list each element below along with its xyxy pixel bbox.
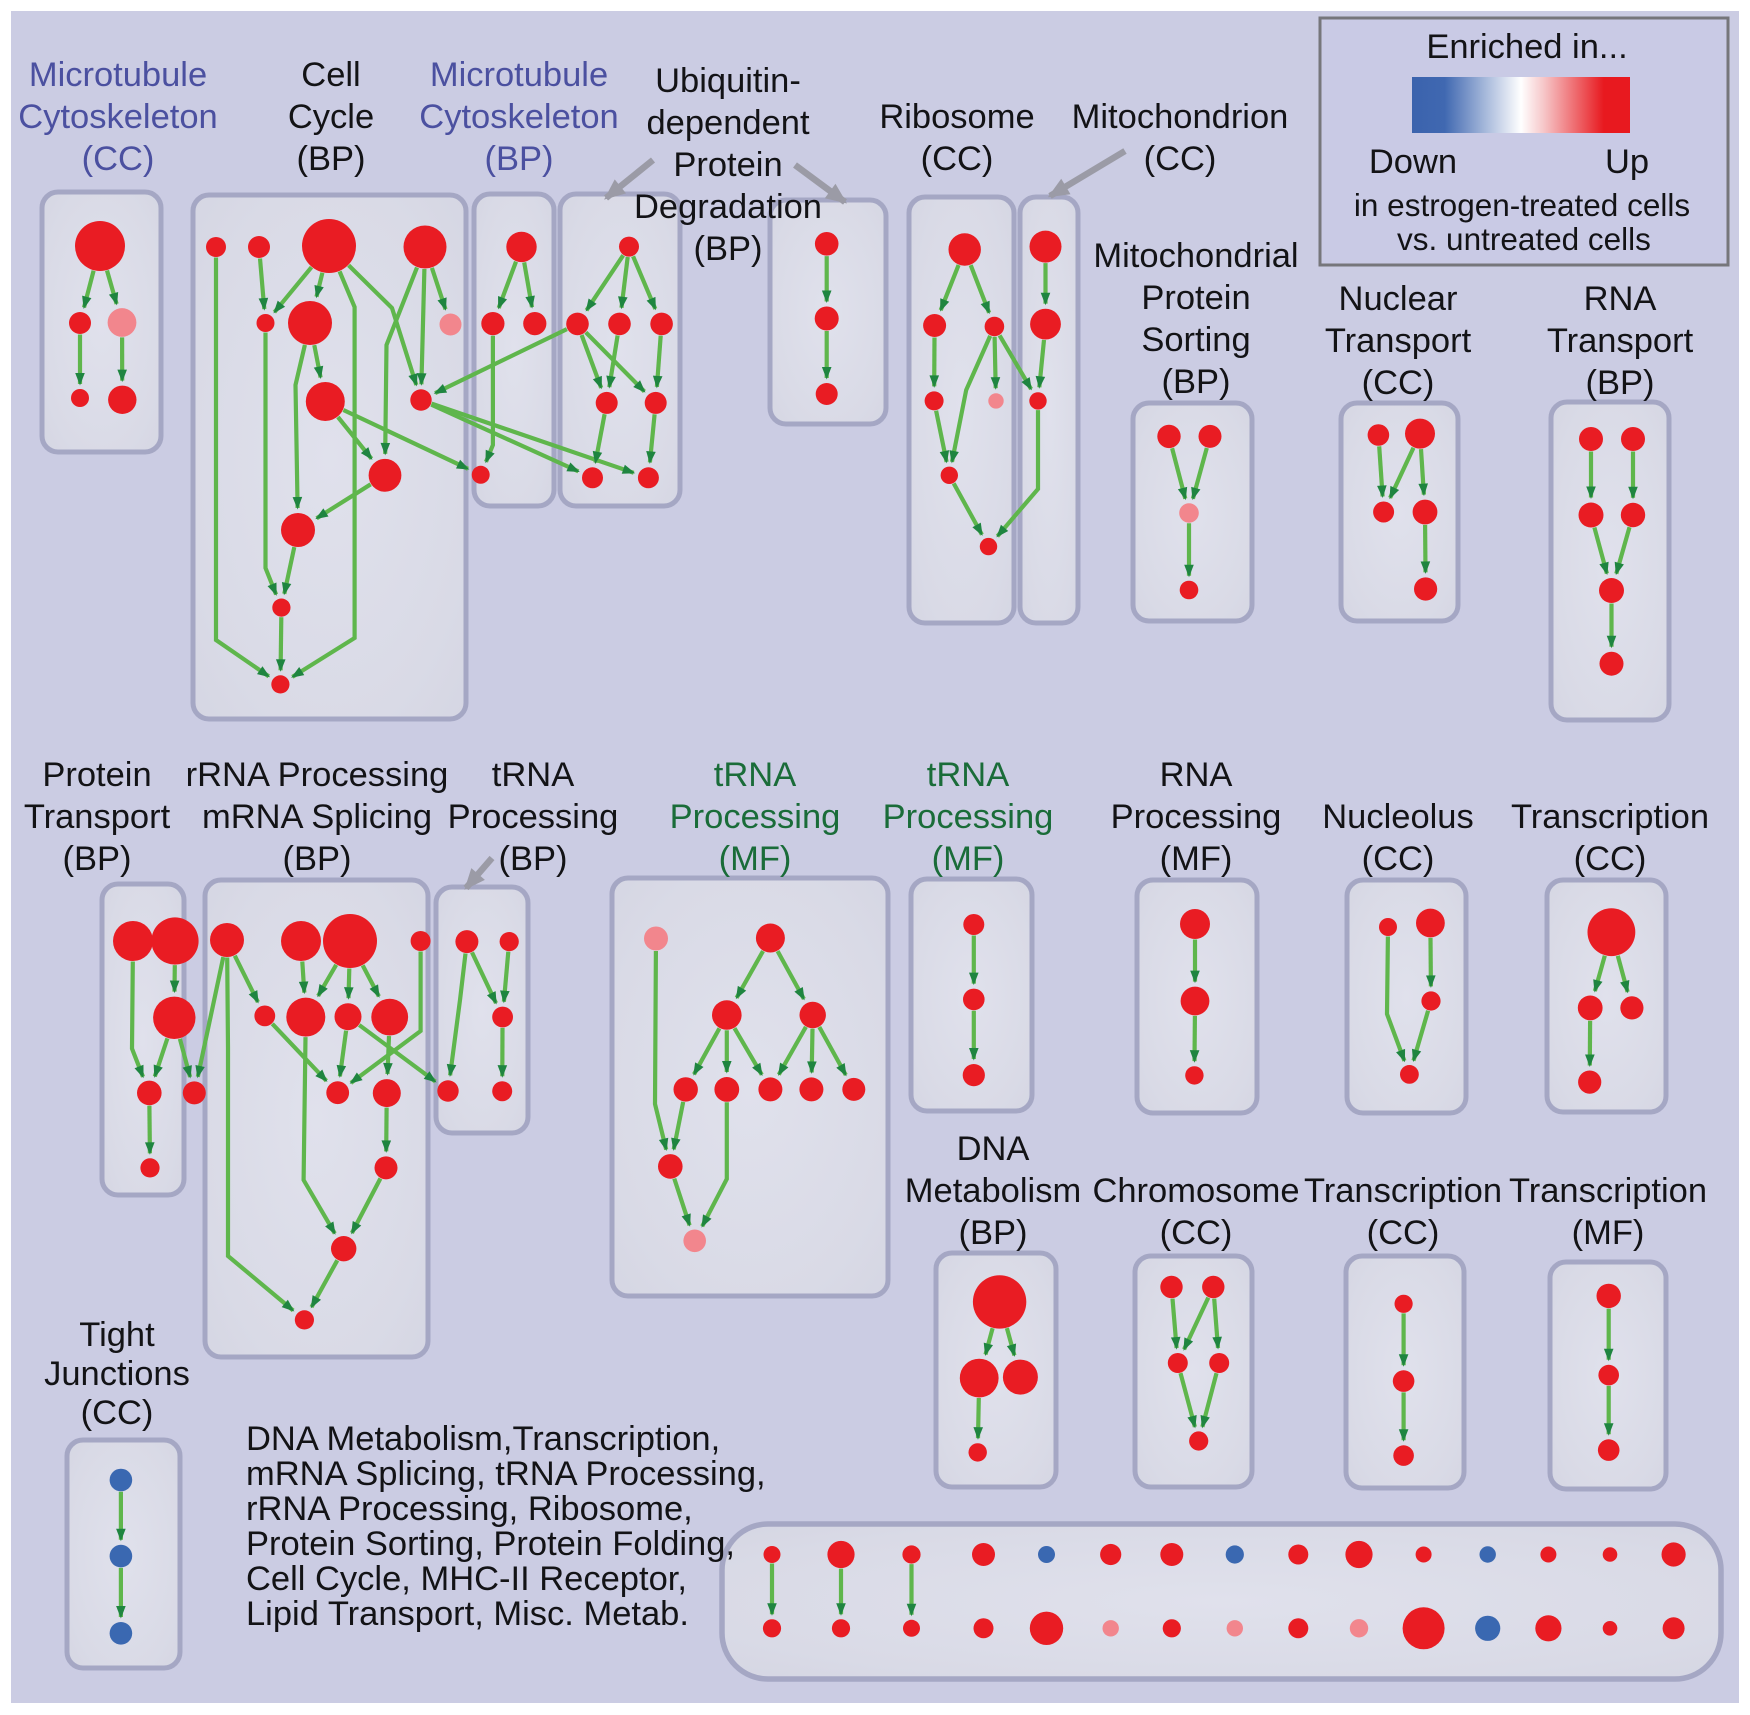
svg-text:dependent: dependent bbox=[646, 104, 809, 142]
svg-text:vs. untreated cells: vs. untreated cells bbox=[1397, 221, 1651, 257]
svg-text:(MF): (MF) bbox=[1160, 840, 1233, 878]
svg-text:tRNA: tRNA bbox=[714, 756, 796, 794]
svg-text:Cell Cycle, MHC-II Receptor,: Cell Cycle, MHC-II Receptor, bbox=[246, 1560, 687, 1598]
svg-text:Down: Down bbox=[1369, 143, 1457, 181]
svg-text:Nuclear: Nuclear bbox=[1339, 280, 1458, 318]
svg-text:Nucleolus: Nucleolus bbox=[1322, 798, 1474, 836]
svg-text:in estrogen-treated cells: in estrogen-treated cells bbox=[1354, 187, 1690, 223]
svg-text:Microtubule: Microtubule bbox=[430, 56, 608, 94]
svg-text:(MF): (MF) bbox=[1572, 1214, 1645, 1252]
svg-text:Lipid Transport, Misc. Metab.: Lipid Transport, Misc. Metab. bbox=[246, 1595, 689, 1633]
svg-text:Tight: Tight bbox=[79, 1316, 155, 1354]
svg-text:Cytoskeleton: Cytoskeleton bbox=[419, 98, 618, 136]
svg-text:Processing: Processing bbox=[1111, 798, 1282, 836]
svg-text:DNA Metabolism,Transcription,: DNA Metabolism,Transcription, bbox=[246, 1420, 720, 1458]
svg-text:(CC): (CC) bbox=[81, 1394, 154, 1432]
svg-text:(CC): (CC) bbox=[1160, 1214, 1233, 1252]
svg-text:(BP): (BP) bbox=[63, 840, 132, 878]
svg-text:Chromosome: Chromosome bbox=[1092, 1172, 1299, 1210]
svg-text:mRNA Splicing, tRNA Processing: mRNA Splicing, tRNA Processing, bbox=[246, 1455, 766, 1493]
svg-text:Transcription: Transcription bbox=[1509, 1172, 1707, 1210]
svg-text:(CC): (CC) bbox=[1362, 840, 1435, 878]
svg-text:Transport: Transport bbox=[24, 798, 171, 836]
svg-text:(BP): (BP) bbox=[959, 1214, 1028, 1252]
svg-text:RNA: RNA bbox=[1584, 280, 1657, 318]
svg-text:(CC): (CC) bbox=[1144, 140, 1217, 178]
svg-text:(BP): (BP) bbox=[694, 230, 763, 268]
svg-text:Protein Sorting, Protein Foldi: Protein Sorting, Protein Folding, bbox=[246, 1525, 735, 1563]
svg-text:rRNA Processing, Ribosome,: rRNA Processing, Ribosome, bbox=[246, 1490, 693, 1528]
svg-text:(MF): (MF) bbox=[719, 840, 792, 878]
svg-text:(BP): (BP) bbox=[297, 140, 366, 178]
svg-text:Processing: Processing bbox=[448, 798, 619, 836]
svg-text:Enriched in...: Enriched in... bbox=[1426, 28, 1627, 66]
svg-text:Processing: Processing bbox=[670, 798, 841, 836]
svg-text:Up: Up bbox=[1605, 143, 1649, 181]
svg-text:rRNA Processing: rRNA Processing bbox=[186, 756, 449, 794]
svg-text:tRNA: tRNA bbox=[492, 756, 574, 794]
svg-text:(BP): (BP) bbox=[283, 840, 352, 878]
svg-text:Transport: Transport bbox=[1547, 322, 1694, 360]
svg-text:(BP): (BP) bbox=[499, 840, 568, 878]
svg-text:Ubiquitin-: Ubiquitin- bbox=[655, 62, 801, 100]
svg-text:(BP): (BP) bbox=[485, 140, 554, 178]
svg-text:RNA: RNA bbox=[1160, 756, 1233, 794]
svg-text:(BP): (BP) bbox=[1586, 364, 1655, 402]
svg-text:(CC): (CC) bbox=[921, 140, 994, 178]
svg-text:Transport: Transport bbox=[1325, 322, 1472, 360]
svg-text:Degradation: Degradation bbox=[634, 188, 822, 226]
svg-text:(MF): (MF) bbox=[932, 840, 1005, 878]
svg-text:Junctions: Junctions bbox=[44, 1355, 190, 1393]
svg-text:Cell: Cell bbox=[301, 56, 360, 94]
svg-text:Cycle: Cycle bbox=[288, 98, 374, 136]
svg-text:(CC): (CC) bbox=[1574, 840, 1647, 878]
svg-text:(CC): (CC) bbox=[1362, 364, 1435, 402]
svg-text:(BP): (BP) bbox=[1162, 363, 1231, 401]
svg-text:tRNA: tRNA bbox=[927, 756, 1009, 794]
svg-text:Processing: Processing bbox=[883, 798, 1054, 836]
svg-text:Transcription: Transcription bbox=[1511, 798, 1709, 836]
svg-text:Mitochondrial: Mitochondrial bbox=[1093, 237, 1298, 275]
svg-text:Metabolism: Metabolism bbox=[905, 1172, 1081, 1210]
svg-text:Transcription: Transcription bbox=[1304, 1172, 1502, 1210]
svg-text:Protein: Protein bbox=[42, 756, 151, 794]
svg-text:Cytoskeleton: Cytoskeleton bbox=[18, 98, 217, 136]
svg-text:Protein: Protein bbox=[1141, 279, 1250, 317]
svg-text:DNA: DNA bbox=[957, 1130, 1030, 1168]
svg-text:(CC): (CC) bbox=[82, 140, 155, 178]
svg-text:Protein: Protein bbox=[673, 146, 782, 184]
svg-text:Mitochondrion: Mitochondrion bbox=[1072, 98, 1289, 136]
svg-text:Sorting: Sorting bbox=[1141, 321, 1250, 359]
svg-text:(CC): (CC) bbox=[1367, 1214, 1440, 1252]
svg-text:mRNA Splicing: mRNA Splicing bbox=[202, 798, 432, 836]
svg-text:Microtubule: Microtubule bbox=[29, 56, 207, 94]
svg-text:Ribosome: Ribosome bbox=[879, 98, 1034, 136]
